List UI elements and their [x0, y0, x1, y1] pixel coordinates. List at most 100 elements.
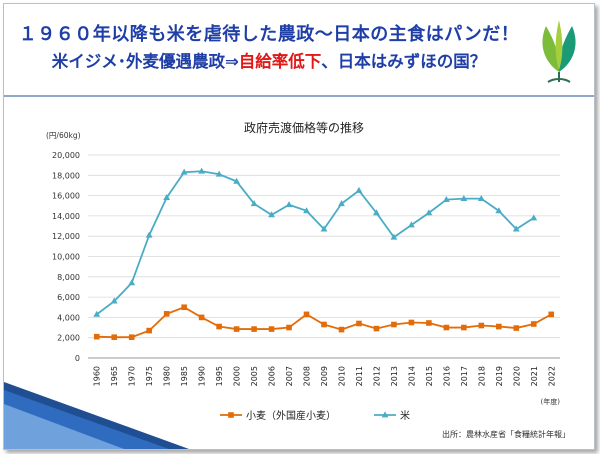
y-tick-label: 8,000 — [57, 273, 80, 282]
rice-point — [250, 200, 258, 207]
x-tick-label: 2014 — [407, 366, 416, 386]
legend-rice-label: 米 — [400, 409, 410, 422]
subtitle-highlight: 自給率低下 — [238, 52, 322, 71]
x-tick-label: 2017 — [460, 366, 469, 386]
rice-point — [285, 201, 293, 208]
wheat-point — [338, 326, 345, 333]
y-tick-label: 2,000 — [57, 334, 80, 343]
subtitle-part-2: 、日本はみずほの国？ — [321, 52, 487, 71]
rice-point — [442, 196, 450, 203]
x-tick-label: 1980 — [163, 366, 172, 386]
y-tick-label: 4,000 — [57, 313, 80, 322]
rice-point — [233, 177, 240, 184]
x-axis-label: (年度) — [541, 397, 561, 406]
wheat-point — [111, 334, 118, 340]
x-tick-label: 2020 — [512, 366, 521, 386]
y-tick-label: 12,000 — [52, 232, 80, 241]
rice-point — [163, 194, 171, 201]
wheat-point — [216, 323, 222, 330]
title-area: １９６０年以降も米を虐待した農政～日本の主食はパンだ！ 米イジメ･外麦優遇農政⇒… — [4, 4, 594, 94]
wheat-point — [408, 319, 415, 326]
decorative-wedge — [4, 382, 189, 449]
wheat-point — [391, 321, 397, 328]
x-tick-label: 2018 — [477, 366, 486, 386]
wheat-point — [93, 333, 100, 340]
legend-wheat-marker — [228, 412, 234, 418]
rice-point — [128, 279, 136, 286]
chart-title: 政府売渡価格等の推移 — [244, 120, 364, 135]
wheat-point — [268, 326, 275, 332]
wheat-point — [443, 324, 450, 331]
rice-point — [320, 225, 328, 232]
x-tick-label: 2007 — [285, 366, 294, 386]
wheat-point — [548, 311, 555, 318]
x-tick-label: 1960 — [93, 366, 102, 386]
y-tick-label: 6,000 — [57, 293, 80, 302]
wheat-point — [303, 311, 310, 318]
rice-point — [408, 221, 415, 228]
wheat-point — [426, 320, 432, 326]
wheat-point — [233, 326, 240, 332]
wheat-point — [513, 325, 520, 331]
rice-point — [93, 310, 101, 317]
legend-rice-marker — [381, 411, 389, 418]
x-tick-label: 2013 — [390, 366, 399, 386]
price-chart: 政府売渡価格等の推移 (円/60kg) 0 2,000 4,000 6,000 8,000 1… — [46, 120, 570, 439]
x-tick-label: 2006 — [268, 366, 277, 386]
page-title: １９６０年以降も米を虐待した農政～日本の主食はパンだ！ — [18, 24, 520, 45]
rice-point — [512, 225, 520, 232]
x-tick-label: 2009 — [320, 366, 329, 386]
x-tick-label: 2010 — [337, 366, 346, 386]
rice-point — [268, 211, 275, 218]
wheat-point — [356, 320, 362, 327]
x-tick-label: 2012 — [372, 366, 381, 386]
rice-point — [338, 200, 345, 207]
y-tick-label: 20,000 — [52, 151, 80, 160]
x-tick-label: 2022 — [547, 366, 556, 386]
wheat-point — [496, 323, 502, 330]
wheat-point — [286, 324, 292, 331]
x-tick-label: 1985 — [180, 366, 189, 386]
wheat-point — [478, 322, 485, 329]
x-tick-label: 1990 — [198, 366, 207, 386]
x-tick-label: 2005 — [250, 366, 259, 386]
x-tick-label: 1975 — [145, 366, 154, 386]
rice-point — [530, 214, 538, 221]
wheat-point — [251, 326, 257, 332]
wheat-point — [198, 314, 205, 321]
rice-point — [477, 195, 485, 202]
wheat-point — [181, 304, 187, 311]
title-divider — [4, 95, 594, 97]
rice-point — [215, 170, 223, 177]
wheat-point — [163, 311, 170, 317]
page-subtitle: 米イジメ･外麦優遇農政⇒自給率低下、日本はみずほの国？ — [4, 48, 534, 72]
x-tick-label: 2000 — [233, 366, 242, 386]
rice-point — [425, 209, 433, 216]
rice-point — [110, 297, 118, 304]
rice-point — [373, 209, 380, 216]
wheat-point — [146, 327, 152, 334]
y-tick-label: 16,000 — [52, 192, 80, 201]
y-tick-label: 14,000 — [52, 212, 80, 221]
rice-point — [180, 168, 188, 175]
legend-wheat-label: 小麦（外国産小麦） — [246, 409, 336, 422]
x-tick-label: 1965 — [110, 366, 119, 386]
rice-point — [145, 231, 153, 238]
rice-point — [198, 167, 206, 174]
rice-point — [390, 233, 398, 240]
x-tick-label: 2019 — [495, 366, 504, 386]
wheat-point — [321, 321, 327, 328]
source-note: 出所：農林水産省「食糧統計年報」 — [442, 429, 570, 439]
rice-point — [303, 207, 310, 214]
y-tick-label: 10,000 — [52, 253, 80, 262]
rice-series-line — [96, 170, 535, 316]
wheat-point — [530, 321, 537, 327]
y-tick-label: 0 — [75, 354, 80, 363]
wheat-point — [128, 334, 135, 340]
rice-point — [495, 207, 503, 214]
slide: １９６０年以降も米を虐待した農政～日本の主食はパンだ！ 米イジメ･外麦優遇農政⇒… — [3, 3, 595, 450]
x-tick-label: 2011 — [355, 366, 364, 386]
leaf-logo-icon — [542, 20, 576, 83]
x-tick-label: 2015 — [425, 366, 434, 386]
x-tick-label: 1995 — [215, 366, 224, 386]
